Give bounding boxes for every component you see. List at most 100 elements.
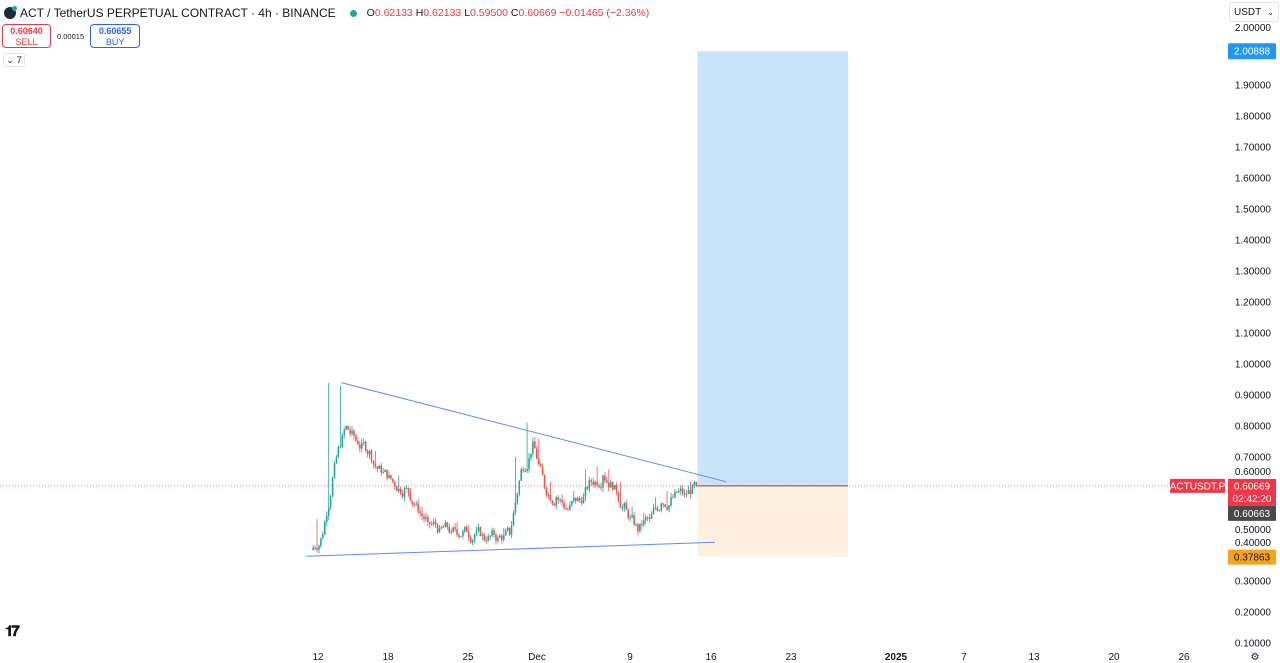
candle-body: [467, 531, 470, 538]
candle-body: [561, 499, 563, 503]
candle-body: [388, 475, 390, 479]
candle-body: [642, 520, 645, 526]
candle-body: [565, 508, 567, 510]
low-value: 0.59500: [470, 7, 508, 19]
candle-body: [689, 489, 692, 494]
candle-body: [481, 534, 484, 536]
indicators-toggle[interactable]: ⌄ 7: [3, 53, 25, 67]
candle-body: [549, 495, 552, 501]
settings-gear-icon[interactable]: ⚙: [1251, 652, 1260, 663]
candle-body: [572, 497, 575, 501]
candle-body: [652, 508, 655, 515]
candle-body: [349, 429, 351, 434]
candle-body: [413, 504, 416, 506]
price-axis-label: 1.40000: [1235, 236, 1272, 247]
currency-select[interactable]: USDT ⌄: [1229, 2, 1279, 22]
candle-body: [316, 548, 318, 550]
time-axis-label: 16: [705, 652, 717, 663]
candle-body: [679, 488, 682, 492]
candle-body: [623, 503, 626, 508]
price-axis-label: 1.20000: [1235, 298, 1272, 309]
price-axis-label: 0.60000: [1235, 467, 1272, 478]
candle-body: [502, 535, 505, 540]
candle-body: [644, 517, 647, 521]
sell-button[interactable]: 0.60640 SELL: [2, 24, 51, 48]
crosshair-price-label: 0.60663: [1234, 509, 1271, 520]
candle-body: [670, 497, 672, 506]
candle-body: [528, 457, 530, 469]
candle-body: [320, 538, 322, 546]
candle-body: [532, 441, 534, 454]
candle-body: [555, 497, 558, 506]
candle-body: [654, 507, 657, 509]
candle-body: [602, 475, 604, 488]
candle-body: [508, 527, 511, 535]
candle-body: [360, 443, 363, 449]
indicator-count: 7: [16, 55, 22, 65]
candle-body: [390, 475, 392, 479]
candle-body: [378, 465, 381, 469]
candle-body: [646, 517, 649, 519]
candle-body: [485, 540, 488, 542]
candle-body: [641, 523, 643, 526]
candle-body: [615, 484, 618, 493]
candle-body: [524, 470, 526, 472]
symbol-header: ACT / TetherUS PERPETUAL CONTRACT · 4h ·…: [4, 4, 649, 22]
upper-trendline: [341, 382, 727, 483]
candle-body: [530, 453, 532, 458]
chevron-down-icon: ⌄: [6, 54, 14, 65]
candle-body: [590, 480, 593, 482]
candle-body: [434, 522, 437, 525]
close-value: 0.60669: [518, 7, 557, 19]
candle-body: [399, 488, 402, 494]
candle-body: [343, 429, 346, 436]
sell-label: SELL: [15, 37, 38, 47]
candle-body: [333, 463, 336, 478]
candle-body: [325, 515, 328, 522]
candle-body: [403, 488, 406, 497]
candle-body: [464, 526, 466, 532]
candle-body: [571, 500, 573, 505]
candle-body: [483, 534, 486, 541]
candle-body: [574, 497, 577, 502]
candle-body: [516, 493, 519, 503]
candle-body: [446, 522, 449, 527]
candle-body: [448, 526, 451, 533]
change-value: −0.01465 (−2.36%): [559, 7, 650, 19]
candle-body: [462, 531, 464, 537]
candle-body: [497, 537, 499, 541]
symbol-title[interactable]: ACT / TetherUS PERPETUAL CONTRACT · 4h ·…: [20, 6, 336, 20]
candle-body: [411, 500, 414, 505]
candle-body: [658, 510, 661, 512]
open-value: 0.62133: [374, 7, 413, 19]
price-axis-label: 1.00000: [1235, 360, 1272, 371]
time-axis-label: 25: [462, 652, 474, 663]
price-axis-label: 0.30000: [1235, 577, 1272, 588]
candle-body: [386, 469, 388, 479]
high-value: 0.62133: [423, 7, 462, 19]
candle-body: [606, 480, 608, 483]
candle-body: [409, 492, 412, 501]
candle-body: [543, 475, 546, 488]
candle-body: [563, 502, 565, 509]
candle-body: [526, 468, 528, 472]
candle-body: [454, 527, 456, 530]
candle-body: [401, 493, 404, 497]
candle-body: [520, 469, 523, 481]
candle-body: [668, 505, 670, 510]
stop-price-label-bg: [1228, 549, 1276, 565]
candle-body: [499, 535, 501, 538]
candle-body: [557, 497, 560, 500]
candle-body: [450, 531, 453, 533]
time-axis-label: Dec: [528, 652, 546, 663]
time-axis-label: 23: [785, 652, 797, 663]
candle-body: [567, 509, 569, 511]
candle-body: [314, 547, 316, 549]
crosshair-price-label-bg: [1228, 505, 1276, 521]
buy-button[interactable]: 0.60655 BUY: [90, 24, 141, 48]
candle-body: [611, 482, 614, 490]
candle-body: [666, 507, 668, 510]
price-axis-label: 1.60000: [1235, 174, 1272, 185]
candle-body: [324, 521, 326, 535]
